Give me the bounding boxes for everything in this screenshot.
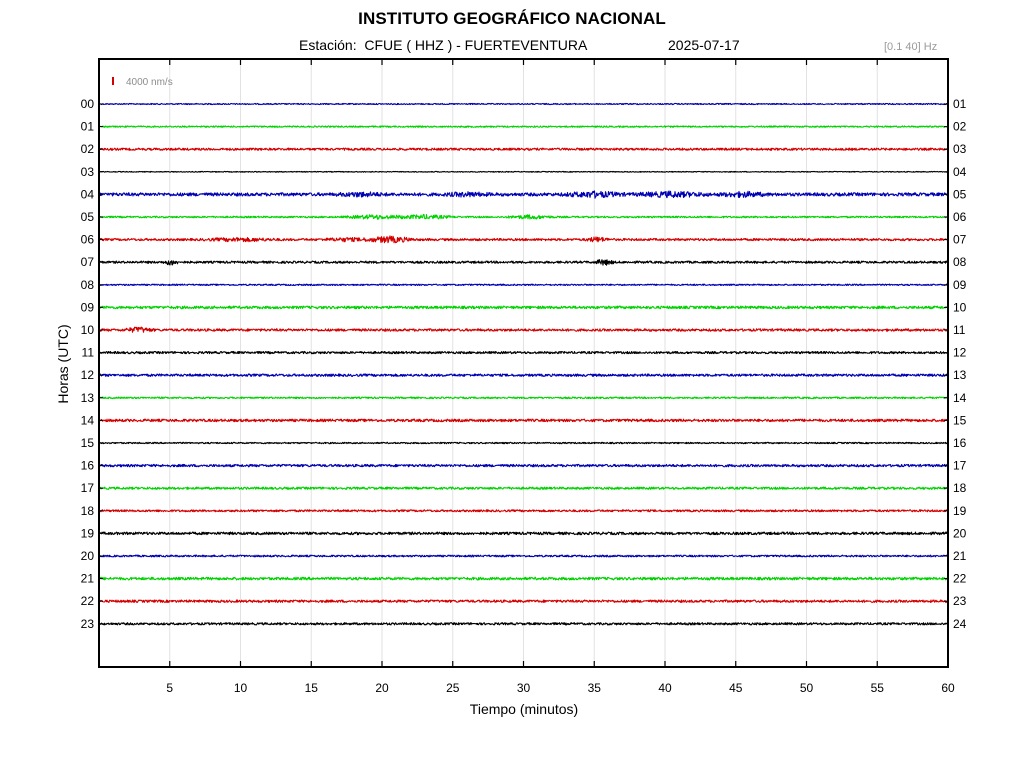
hour-label-left: 06 — [81, 233, 95, 247]
hour-label-right: 15 — [953, 413, 967, 427]
hour-label-right: 14 — [953, 391, 967, 405]
hour-label-left: 08 — [81, 278, 95, 292]
trace-line-hour-10 — [99, 326, 948, 333]
hour-label-right: 16 — [953, 436, 967, 450]
scale-bar-label: 4000 nm/s — [126, 77, 173, 88]
trace-line-hour-00 — [99, 102, 948, 106]
hour-label-right: 23 — [953, 594, 967, 608]
trace-line-hour-05 — [99, 213, 948, 220]
scale-bar: 4000 nm/s — [112, 77, 173, 88]
x-tick-label: 15 — [305, 681, 319, 695]
hour-label-left: 12 — [81, 368, 95, 382]
trace-line-hour-19 — [99, 531, 948, 536]
hour-label-right: 03 — [953, 142, 967, 156]
hour-label-right: 05 — [953, 187, 967, 201]
page-title: INSTITUTO GEOGRÁFICO NACIONAL — [358, 9, 666, 28]
trace-group — [99, 102, 948, 626]
hour-label-left: 13 — [81, 391, 95, 405]
trace-line-hour-02 — [99, 147, 948, 151]
hour-label-left: 15 — [81, 436, 95, 450]
trace-line-hour-13 — [99, 396, 948, 400]
x-tick-label: 10 — [234, 681, 248, 695]
trace-line-hour-14 — [99, 418, 948, 423]
hour-label-left: 04 — [81, 187, 95, 201]
hour-label-left: 07 — [81, 255, 95, 269]
hour-label-left: 19 — [81, 526, 95, 540]
hour-label-left: 20 — [81, 549, 95, 563]
station-label: Estación: CFUE ( HHZ ) - FUERTEVENTURA — [299, 37, 588, 53]
hour-label-left: 11 — [82, 346, 95, 360]
x-tick-label: 35 — [588, 681, 602, 695]
trace-line-hour-18 — [99, 509, 948, 513]
hour-label-right: 24 — [953, 617, 967, 631]
hour-label-left: 10 — [81, 323, 95, 337]
y-axis-label: Horas (UTC) — [55, 324, 71, 403]
plot-frame — [98, 58, 949, 668]
trace-line-hour-20 — [99, 554, 948, 558]
hour-label-right: 17 — [953, 459, 967, 473]
x-tick-label: 60 — [941, 681, 955, 695]
x-tick-label: 40 — [658, 681, 672, 695]
hour-label-right: 01 — [953, 97, 967, 111]
hour-label-left: 22 — [81, 594, 95, 608]
trace-line-hour-15 — [99, 441, 948, 445]
hour-label-right: 12 — [953, 346, 967, 360]
date-label: 2025-07-17 — [668, 37, 740, 53]
hour-label-left: 21 — [81, 572, 95, 586]
hour-label-right: 18 — [953, 481, 967, 495]
hour-label-left: 16 — [81, 459, 95, 473]
hour-label-right: 07 — [953, 233, 967, 247]
trace-line-hour-06 — [99, 235, 948, 244]
hour-label-left: 01 — [81, 120, 95, 134]
trace-line-hour-04 — [99, 190, 948, 199]
trace-line-hour-01 — [99, 125, 948, 128]
hour-label-right: 13 — [953, 368, 967, 382]
trace-line-hour-08 — [99, 283, 948, 287]
hour-label-right: 22 — [953, 572, 967, 586]
hour-label-left: 03 — [81, 165, 95, 179]
grid-lines — [169, 59, 878, 667]
filter-label: [0.1 40] Hz — [884, 41, 938, 53]
scale-bar-mark — [112, 77, 114, 85]
x-tick-label: 45 — [729, 681, 743, 695]
hour-label-left: 02 — [81, 142, 95, 156]
trace-line-hour-21 — [99, 576, 948, 581]
trace-line-hour-22 — [99, 599, 948, 603]
trace-line-hour-23 — [99, 622, 948, 626]
hour-label-left: 09 — [81, 300, 95, 314]
hour-label-right: 10 — [953, 300, 967, 314]
trace-line-hour-09 — [99, 305, 948, 310]
x-tick-label: 30 — [517, 681, 531, 695]
trace-line-hour-12 — [99, 373, 948, 377]
hour-label-right: 04 — [953, 165, 967, 179]
hour-label-left: 18 — [81, 504, 95, 518]
hour-label-left: 00 — [81, 97, 95, 111]
hour-labels: 00 01 02 03 04 05 06 07 08 09 10 11 12 13 14 15 16 17 18 19… — [81, 97, 967, 631]
hour-label-right: 19 — [953, 504, 967, 518]
trace-line-hour-03 — [99, 170, 948, 173]
trace-line-hour-16 — [99, 463, 948, 468]
hour-label-left: 14 — [81, 413, 95, 427]
x-tick-label: 55 — [871, 681, 885, 695]
x-tick-label: 25 — [446, 681, 460, 695]
trace-line-hour-17 — [99, 486, 948, 490]
trace-line-hour-11 — [99, 350, 948, 355]
hour-label-left: 17 — [81, 481, 95, 495]
hour-label-right: 06 — [953, 210, 967, 224]
x-tick-label: 5 — [166, 681, 173, 695]
x-tick-label: 50 — [800, 681, 814, 695]
hour-label-right: 08 — [953, 255, 967, 269]
x-axis-label: Tiempo (minutos) — [470, 701, 578, 717]
hour-label-left: 23 — [81, 617, 95, 631]
hour-label-right: 21 — [953, 549, 967, 563]
hour-label-left: 05 — [81, 210, 95, 224]
hour-label-right: 20 — [953, 526, 967, 540]
trace-line-hour-07 — [99, 259, 948, 266]
hour-label-right: 09 — [953, 278, 967, 292]
hour-label-right: 02 — [953, 120, 967, 134]
x-tick-label: 20 — [375, 681, 389, 695]
hour-label-right: 11 — [953, 323, 966, 337]
